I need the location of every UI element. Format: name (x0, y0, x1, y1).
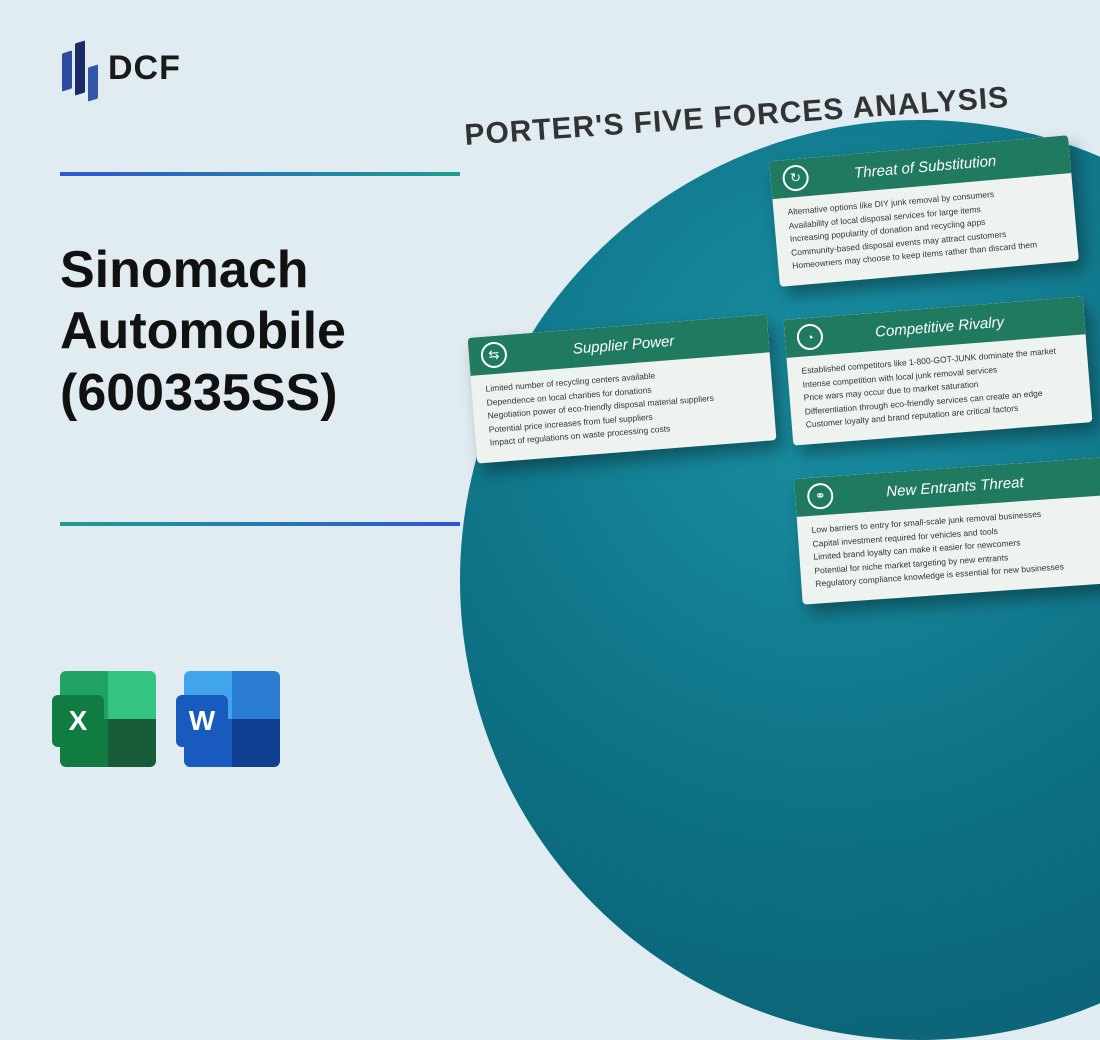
word-badge: W (176, 695, 228, 747)
excel-badge: X (52, 695, 104, 747)
people-icon: ⚭ (806, 482, 834, 510)
swap-icon: ⇆ (480, 341, 508, 369)
card-entrants: ⚭ New Entrants Threat Low barriers to en… (794, 457, 1100, 604)
title-line-2: Automobile (60, 301, 346, 362)
card-rivalry: ◔ Competitive Rivalry Established compet… (784, 296, 1093, 445)
file-icons: X W (60, 671, 280, 767)
divider-top (60, 172, 460, 176)
excel-icon: X (60, 671, 156, 767)
logo: DCF (62, 42, 181, 94)
card-supplier: ⇆ Supplier Power Limited number of recyc… (468, 314, 777, 463)
card-substitution: ↻ Threat of Substitution Alternative opt… (769, 135, 1079, 287)
title-line-3: (600335SS) (60, 363, 346, 424)
clock-icon: ◔ (796, 323, 824, 351)
title-line-1: Sinomach (60, 240, 346, 301)
page-title: Sinomach Automobile (600335SS) (60, 240, 346, 424)
logo-text: DCF (108, 49, 181, 88)
logo-bars-icon (62, 42, 98, 94)
refresh-icon: ↻ (782, 164, 810, 192)
word-icon: W (184, 671, 280, 767)
divider-bottom (60, 522, 460, 526)
